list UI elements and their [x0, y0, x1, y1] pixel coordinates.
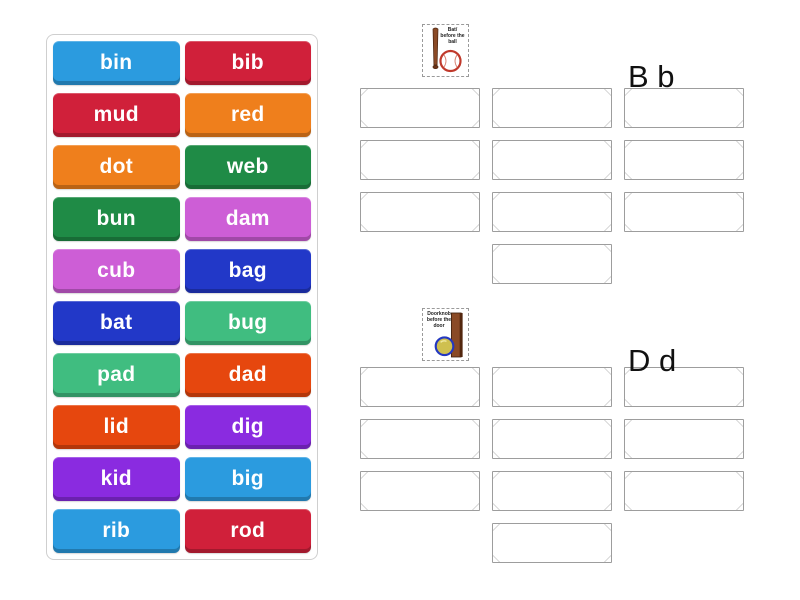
drop-slot[interactable] [624, 88, 744, 128]
word-tile-red[interactable]: red [184, 93, 311, 137]
group-d-header: Doorknob before the door D d [360, 308, 744, 378]
word-tile-cub[interactable]: cub [53, 249, 180, 293]
word-tile-bin[interactable]: bin [53, 41, 180, 85]
word-tile-bun[interactable]: bun [53, 197, 180, 241]
word-tile-lid[interactable]: lid [53, 405, 180, 449]
group-b-title: B b [628, 58, 675, 94]
drop-slot[interactable] [360, 471, 480, 511]
word-tile-bat[interactable]: bat [53, 301, 180, 345]
drop-slot[interactable] [360, 88, 480, 128]
word-tile-dad[interactable]: dad [184, 353, 311, 397]
drop-slot[interactable] [624, 140, 744, 180]
word-tile-big[interactable]: big [184, 457, 311, 501]
word-tile-dam[interactable]: dam [184, 197, 311, 241]
drop-slot[interactable] [492, 192, 612, 232]
drop-slot[interactable] [624, 367, 744, 407]
drop-slot[interactable] [624, 471, 744, 511]
doorknob-and-door-image: Doorknob before the door [422, 308, 469, 361]
group-b-header: Bat/ before the ball B b [360, 24, 744, 94]
word-tile-dig[interactable]: dig [184, 405, 311, 449]
word-tile-rod[interactable]: rod [184, 509, 311, 553]
word-tile-rib[interactable]: rib [53, 509, 180, 553]
drop-slot[interactable] [624, 419, 744, 459]
bat-and-ball-image: Bat/ before the ball [422, 24, 469, 77]
drop-slot[interactable] [492, 367, 612, 407]
drop-slot[interactable] [360, 419, 480, 459]
word-tile-bag[interactable]: bag [184, 249, 311, 293]
word-bank: bin bib mud red dot web bun dam cub bag bat bug pad d… [46, 34, 318, 560]
drop-slot[interactable] [492, 419, 612, 459]
word-tile-bug[interactable]: bug [184, 301, 311, 345]
drop-slot[interactable] [624, 192, 744, 232]
drop-slot[interactable] [360, 192, 480, 232]
drop-slot[interactable] [492, 88, 612, 128]
drop-slot[interactable] [492, 471, 612, 511]
drop-slot[interactable] [360, 140, 480, 180]
word-tile-bib[interactable]: bib [184, 41, 311, 85]
word-tile-mud[interactable]: mud [53, 93, 180, 137]
group-d-slots [360, 367, 744, 563]
word-tile-dot[interactable]: dot [53, 145, 180, 189]
word-tile-pad[interactable]: pad [53, 353, 180, 397]
drop-slot[interactable] [492, 244, 612, 284]
drop-slot[interactable] [492, 523, 612, 563]
word-tile-web[interactable]: web [184, 145, 311, 189]
group-d: Doorknob before the door D d [360, 308, 744, 563]
group-b: Bat/ before the ball B b [360, 24, 744, 284]
drop-slot[interactable] [360, 367, 480, 407]
group-d-title: D d [628, 342, 677, 378]
word-tile-kid[interactable]: kid [53, 457, 180, 501]
group-b-slots [360, 88, 744, 284]
drop-slot[interactable] [492, 140, 612, 180]
